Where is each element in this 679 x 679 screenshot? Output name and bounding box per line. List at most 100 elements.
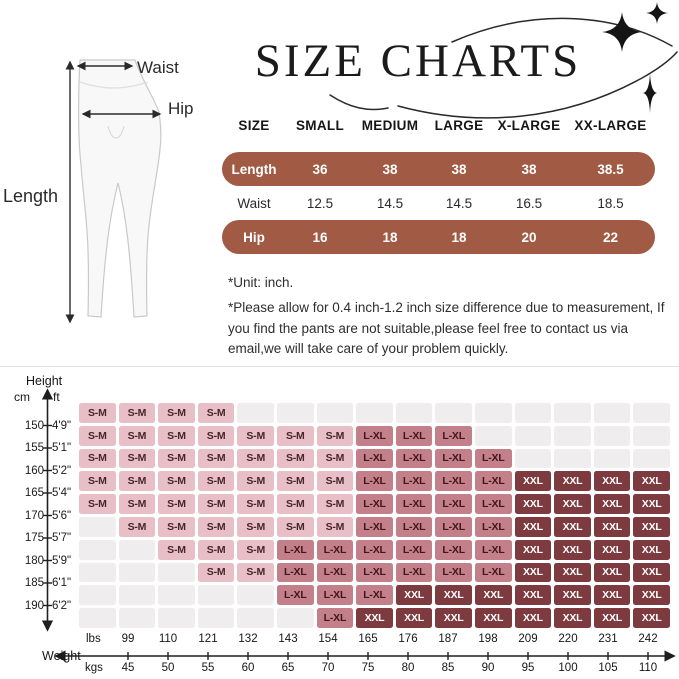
- grid-cell-sm: S-M: [118, 494, 156, 514]
- chart-axes: [41, 388, 676, 662]
- grid-cell-xxl: XXL: [593, 516, 631, 537]
- grid-cell-empty: [158, 585, 195, 606]
- grid-cell-empty: [237, 585, 274, 606]
- leggings-diagram: [65, 59, 162, 324]
- weight-kgs-value: 75: [361, 662, 375, 674]
- grid-cell-lxl: L-XL: [435, 425, 472, 446]
- grid-cell-sm: S-M: [197, 471, 235, 492]
- grid-cell-xxl: XXL: [593, 494, 631, 514]
- col-header-medium: MEDIUM: [361, 118, 419, 133]
- grid-cell-empty: [633, 448, 670, 469]
- col-header-small: SMALL: [296, 118, 344, 133]
- grid-cell-sm: S-M: [79, 494, 116, 514]
- cell-value: 38.5: [597, 161, 624, 177]
- size-table-header: SIZE SMALL MEDIUM LARGE X-LARGE XX-LARGE: [222, 118, 655, 133]
- grid-cell-xxl: XXL: [633, 471, 670, 492]
- grid-cell-lxl: L-XL: [356, 448, 393, 469]
- grid-cell-xxl: XXL: [514, 471, 552, 492]
- grid-cell-empty: [79, 539, 116, 560]
- grid-cell-sm: S-M: [118, 448, 156, 469]
- grid-cell-empty: [593, 403, 631, 423]
- grid-cell-lxl: L-XL: [435, 562, 472, 583]
- weight-kgs-unit: kgs: [85, 662, 103, 674]
- swoosh-line-lower: [397, 51, 678, 119]
- grid-cell-lxl: L-XL: [435, 494, 472, 514]
- cell-value: 22: [602, 229, 619, 245]
- weight-lbs-value: 154: [318, 633, 338, 645]
- grid-cell-empty: [356, 403, 393, 423]
- grid-cell-lxl: L-XL: [435, 448, 472, 469]
- grid-cell-sm: S-M: [197, 425, 235, 446]
- grid-cell-sm: S-M: [158, 471, 195, 492]
- table-row-length: Length 36 38 38 38 38.5: [222, 152, 655, 186]
- grid-cell-empty: [514, 425, 552, 446]
- grid-cell-xxl: XXL: [554, 494, 591, 514]
- grid-cell-empty: [237, 403, 274, 423]
- grid-cell-sm: S-M: [118, 403, 156, 423]
- grid-cell-lxl: L-XL: [395, 494, 433, 514]
- grid-cell-empty: [633, 425, 670, 446]
- weight-lbs-value: 110: [158, 633, 178, 645]
- weight-lbs-value: 209: [518, 633, 538, 645]
- cell-value: 38: [521, 161, 537, 177]
- grid-cell-xxl: XXL: [633, 539, 670, 560]
- grid-cell-sm: S-M: [158, 448, 195, 469]
- grid-cell-lxl: L-XL: [356, 471, 393, 492]
- grid-cell-sm: S-M: [79, 471, 116, 492]
- height-ft-value: 5'7": [52, 532, 72, 544]
- cell-value: 12.5: [306, 195, 334, 211]
- grid-cell-lxl: L-XL: [474, 471, 512, 492]
- disclaimer-note: *Please allow for 0.4 inch-1.2 inch size…: [228, 300, 665, 356]
- height-ft-value: 5'1": [52, 442, 72, 454]
- grid-cell-xxl: XXL: [514, 585, 552, 606]
- grid-cell-sm: S-M: [158, 403, 195, 423]
- grid-cell-lxl: L-XL: [474, 562, 512, 583]
- weight-kgs-value: 110: [638, 662, 658, 674]
- height-cm-value: 190: [24, 599, 44, 612]
- weight-lbs-value: 187: [438, 633, 458, 645]
- cell-value: 14.5: [445, 195, 473, 211]
- cell-value: 18: [451, 229, 467, 245]
- grid-cell-empty: [514, 448, 552, 469]
- weight-lbs-values: 99 110 121 132 143 154 165 176 187 198 209 220 231 24…: [108, 633, 668, 645]
- grid-cell-xxl: XXL: [593, 562, 631, 583]
- grid-cell-sm: S-M: [79, 448, 116, 469]
- grid-cell-sm: S-M: [197, 516, 235, 537]
- col-header-large: LARGE: [434, 118, 484, 133]
- grid-cell-xxl: XXL: [633, 562, 670, 583]
- grid-cell-xxl: XXL: [554, 608, 591, 628]
- weight-kgs-value: 60: [241, 662, 255, 674]
- grid-cell-xxl: XXL: [554, 471, 591, 492]
- grid-cell-empty: [316, 403, 354, 423]
- weight-kgs-value: 100: [558, 662, 578, 674]
- grid-cell-lxl: L-XL: [474, 448, 512, 469]
- weight-kgs-values: 45 50 55 60 65 70 75 80 85 90 95 100 105 110: [108, 662, 668, 674]
- weight-kgs-value: 70: [321, 662, 335, 674]
- grid-cell-empty: [633, 403, 670, 423]
- height-ft-value: 4'9": [52, 419, 72, 432]
- height-axis-title: Height: [26, 374, 63, 388]
- height-cm-value: 150: [24, 419, 44, 432]
- grid-cell-sm: S-M: [197, 539, 235, 560]
- page-title: SIZE CHARTS: [254, 35, 582, 87]
- grid-cell-empty: [237, 608, 274, 628]
- height-ft-value: 5'2": [52, 464, 72, 477]
- grid-cell-empty: [276, 608, 314, 628]
- height-weight-grid: S-M S-M S-M S-M S-M S-M S-M S-M S-M S-M S-M L-XL L-X…: [79, 403, 670, 628]
- grid-cell-sm: S-M: [316, 448, 354, 469]
- height-cm-unit: cm: [14, 390, 30, 404]
- grid-cell-sm: S-M: [158, 425, 195, 446]
- height-cm-value: 185: [24, 577, 44, 589]
- grid-cell-xxl: XXL: [356, 608, 393, 628]
- weight-kgs-value: 55: [201, 662, 215, 674]
- grid-cell-xxl: XXL: [514, 494, 552, 514]
- grid-cell-sm: S-M: [316, 494, 354, 514]
- height-ft-value: 6'2": [52, 599, 72, 612]
- waist-label: Waist: [137, 58, 179, 77]
- grid-cell-sm: S-M: [197, 562, 235, 583]
- weight-kgs-value: 90: [481, 662, 495, 674]
- cell-value: 18.5: [597, 195, 624, 211]
- grid-cell-lxl: L-XL: [276, 562, 314, 583]
- grid-cell-empty: [79, 516, 116, 537]
- grid-cell-lxl: L-XL: [474, 539, 512, 560]
